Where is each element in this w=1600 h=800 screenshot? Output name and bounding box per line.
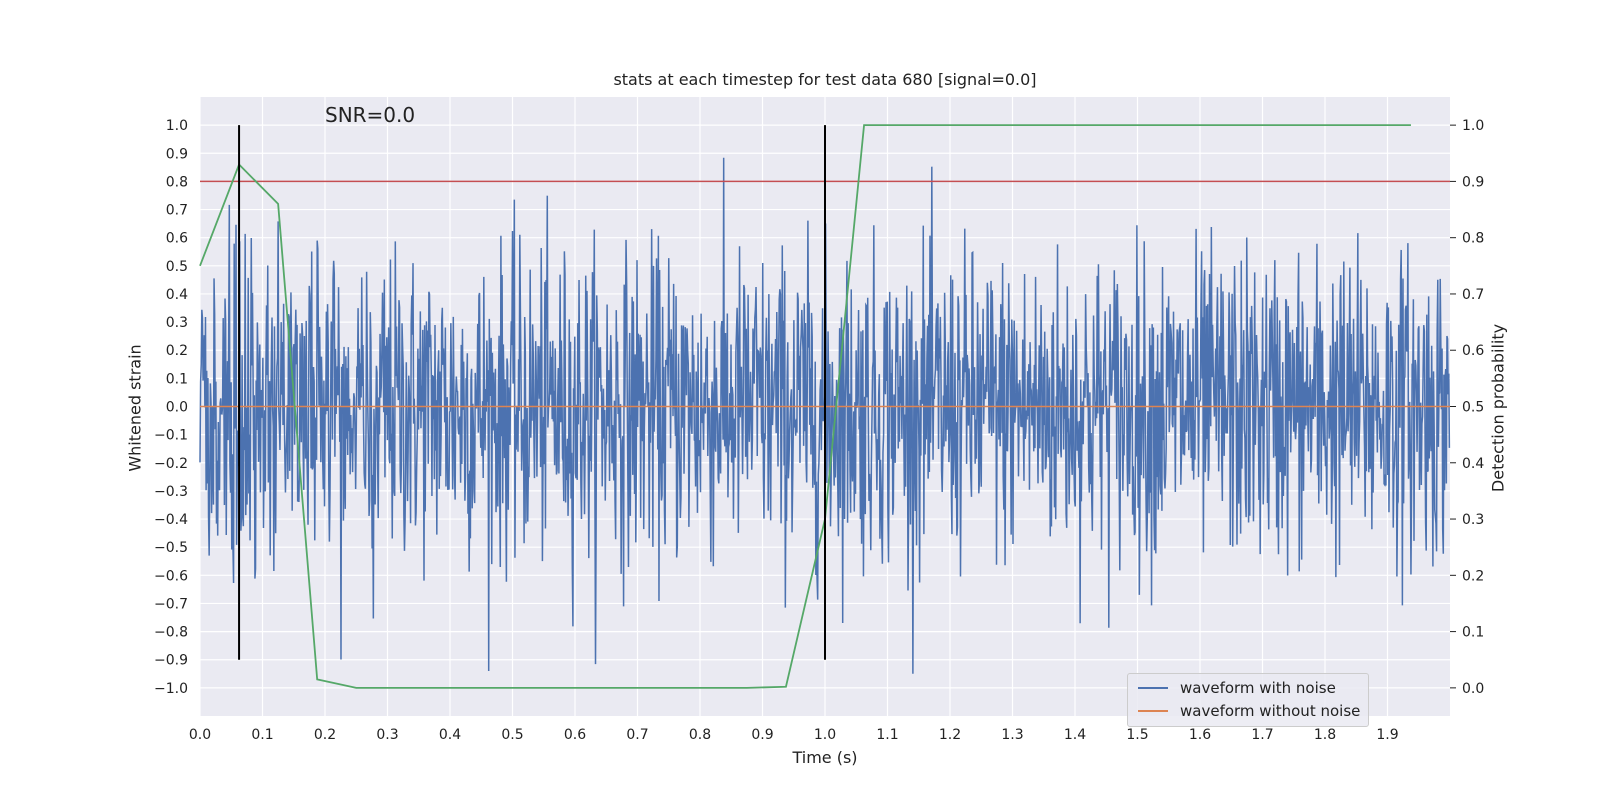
x-tick-label: 0.9	[751, 727, 773, 743]
y-right-tick-label: 0.6	[1462, 343, 1484, 359]
y-left-tick-label: −0.2	[154, 456, 188, 472]
x-tick-label: 0.2	[314, 727, 336, 743]
x-tick-label: 0.1	[251, 727, 273, 743]
x-tick-label: 0.5	[501, 727, 523, 743]
y-left-tick-label: −1.0	[154, 681, 188, 697]
legend-label-noise: waveform with noise	[1180, 679, 1336, 697]
y-right-tick-label: 0.4	[1462, 456, 1484, 472]
y-left-tick-label: −0.9	[154, 653, 188, 669]
y-left-tick-label: 0.7	[166, 203, 188, 219]
y-left-tick-label: −0.4	[154, 512, 188, 528]
y-left-tick-label: −0.3	[154, 484, 188, 500]
chart-title: stats at each timestep for test data 680…	[613, 70, 1037, 89]
y-left-tick-label: −0.1	[154, 428, 188, 444]
y-left-tick-label: −0.6	[154, 568, 188, 584]
y-left-tick-label: 1.0	[166, 118, 188, 134]
y-axis-left-label: Whitened strain	[125, 344, 145, 472]
x-tick-label: 1.9	[1376, 727, 1398, 743]
y-left-tick-label: 0.0	[166, 400, 188, 416]
x-tick-label: 0.3	[376, 727, 398, 743]
y-left-tick-label: 0.1	[166, 371, 188, 387]
x-tick-label: 0.4	[439, 727, 461, 743]
y-left-tick-label: 0.3	[166, 315, 188, 331]
x-tick-label: 1.7	[1251, 727, 1273, 743]
y-right-tick-label: 0.0	[1462, 681, 1484, 697]
y-right-tick-label: 0.1	[1462, 625, 1484, 641]
x-tick-label: 0.6	[564, 727, 586, 743]
x-tick-label: 0.0	[189, 727, 211, 743]
y-left-tick-label: −0.7	[154, 596, 188, 612]
y-left-tick-label: 0.4	[166, 287, 188, 303]
y-left-tick-label: 0.9	[166, 146, 188, 162]
x-tick-label: 1.8	[1314, 727, 1336, 743]
snr-annotation: SNR=0.0	[325, 103, 416, 127]
y-left-tick-label: 0.8	[166, 174, 188, 190]
series-detection-probability	[199, 124, 1411, 689]
legend-item-noise: waveform with noise	[1138, 677, 1336, 699]
x-tick-label: 0.7	[626, 727, 648, 743]
y-left-tick-label: 0.2	[166, 343, 188, 359]
y-left-tick-label: −0.8	[154, 625, 188, 641]
legend-swatch-clean	[1138, 710, 1168, 712]
y-left-tick-label: 0.5	[166, 259, 188, 275]
x-tick-label: 1.2	[939, 727, 961, 743]
y-right-tick-label: 0.8	[1462, 231, 1484, 247]
x-axis-label: Time (s)	[792, 748, 858, 767]
y-right-tick-label: 0.5	[1462, 400, 1484, 416]
legend: waveform with noise waveform without noi…	[1127, 673, 1369, 727]
y-right-tick-label: 0.7	[1462, 287, 1484, 303]
x-tick-label: 0.8	[689, 727, 711, 743]
y-right-tick-label: 0.2	[1462, 568, 1484, 584]
y-right-tick-label: 1.0	[1462, 118, 1484, 134]
x-tick-label: 1.4	[1064, 727, 1086, 743]
y-axis-right-label: Detection probability	[1488, 323, 1508, 493]
x-tick-label: 1.3	[1001, 727, 1023, 743]
x-tick-label: 1.5	[1126, 727, 1148, 743]
y-left-tick-label: −0.5	[154, 540, 188, 556]
y-right-tick-label: 0.3	[1462, 512, 1484, 528]
y-right-tick-label: 0.9	[1462, 174, 1484, 190]
x-tick-label: 1.1	[876, 727, 898, 743]
x-tick-label: 1.6	[1189, 727, 1211, 743]
legend-label-clean: waveform without noise	[1180, 702, 1361, 720]
x-tick-label: 1.0	[814, 727, 836, 743]
y-left-tick-label: 0.6	[166, 231, 188, 247]
legend-swatch-noise	[1138, 687, 1168, 689]
legend-item-clean: waveform without noise	[1138, 700, 1360, 722]
